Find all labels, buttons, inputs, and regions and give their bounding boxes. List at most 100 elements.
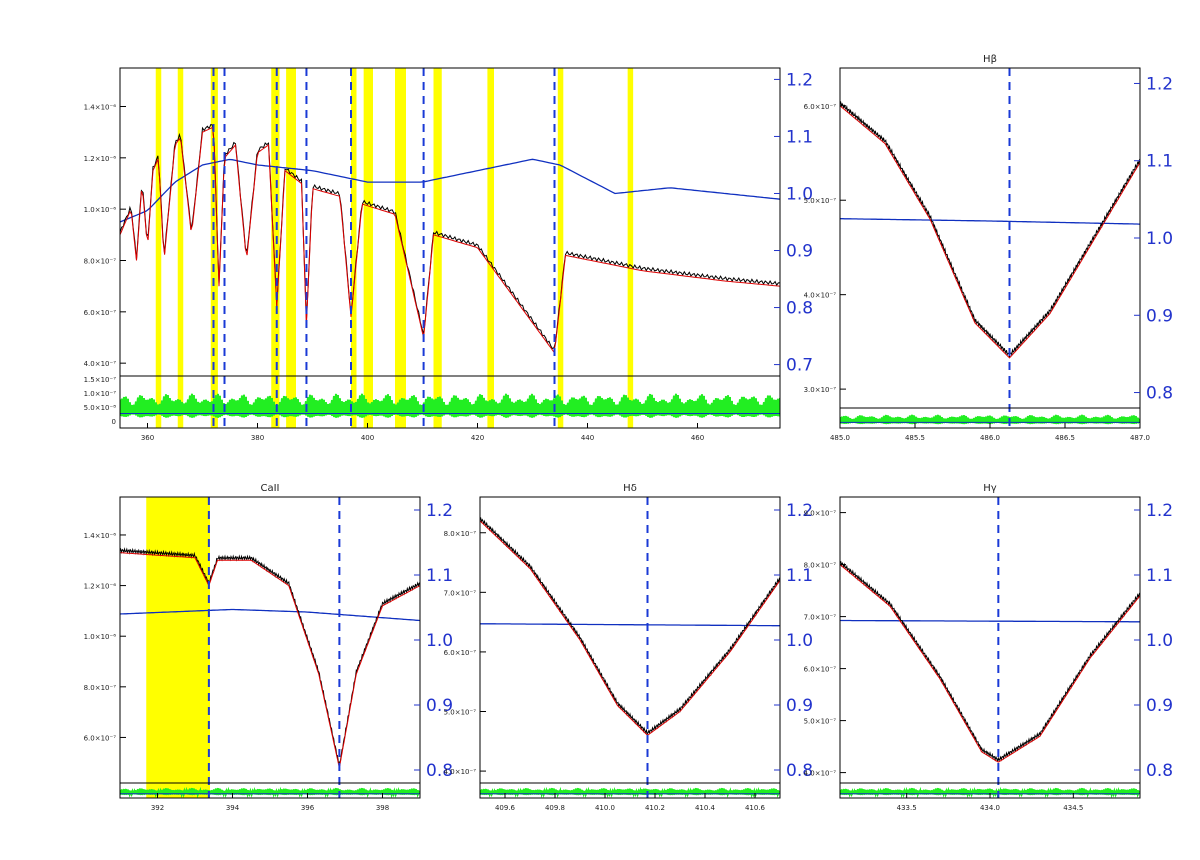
right-tick-label: 0.8 <box>1146 384 1173 404</box>
model-spectrum <box>480 520 780 736</box>
right-tick-label: 1.0 <box>786 631 813 651</box>
x-tick-label: 460 <box>691 434 704 442</box>
y-tick-label: 7.0×10⁻⁷ <box>444 589 477 597</box>
plot-area <box>120 497 420 798</box>
observed-spectrum <box>840 560 1140 763</box>
model-spectrum <box>840 564 1140 763</box>
y-tick-label: 5.0×10⁻⁷ <box>804 718 837 726</box>
mask-band <box>286 68 296 428</box>
continuum-curve <box>480 623 780 627</box>
y-tick-label: 6.0×10⁻⁷ <box>804 103 837 111</box>
panel-hbeta: 485.0 485.5 486.0 486.5 487.0 3.0×10⁻⁷ 4.0×10⁻… <box>804 54 1173 442</box>
residual-noise <box>120 393 780 418</box>
plot-area <box>840 497 1140 798</box>
right-tick-label: 1.0 <box>786 184 813 204</box>
plot-frame <box>839 496 1141 784</box>
x-tick-label: 440 <box>581 434 594 442</box>
right-tick-label: 0.8 <box>1146 761 1173 781</box>
continuum-curve <box>120 158 780 223</box>
y-tick-label: 4.0×10⁻⁷ <box>444 768 477 776</box>
observed-spectrum <box>480 517 780 736</box>
x-tick-label: 434.0 <box>980 804 1000 812</box>
model-spectrum <box>120 126 780 354</box>
right-tick-label: 0.9 <box>1146 696 1173 716</box>
x-tick-label: 433.5 <box>897 804 917 812</box>
continuum-curve <box>840 619 1140 623</box>
y-tick-label: 1.0×10⁻⁶ <box>84 206 117 214</box>
x-tick-label: 485.5 <box>905 434 925 442</box>
y-tick-label: 7.0×10⁻⁷ <box>804 614 837 622</box>
y-tick-label: 4.0×10⁻⁷ <box>804 770 837 778</box>
panel-title: Hγ <box>983 483 997 494</box>
plot-frame <box>119 67 781 377</box>
right-tick-label: 1.2 <box>1146 501 1173 521</box>
right-tick-label: 1.2 <box>786 70 813 90</box>
residual-frame <box>119 782 421 799</box>
mask-band <box>271 68 280 428</box>
mask-band <box>210 68 218 428</box>
x-tick-label: 420 <box>471 434 484 442</box>
y-tick-label: 8.0×10⁻⁷ <box>84 684 117 692</box>
y-tick-label: 1.4×10⁻⁶ <box>84 532 117 540</box>
x-tick-label: 485.0 <box>830 434 850 442</box>
x-tick-label: 398 <box>376 804 389 812</box>
y-tick-label: 6.0×10⁻⁷ <box>444 649 477 657</box>
residual-frame <box>479 782 781 799</box>
x-tick-label: 434.5 <box>1063 804 1083 812</box>
panel-title: Hδ <box>623 483 637 494</box>
right-tick-label: 0.8 <box>786 299 813 319</box>
x-tick-label: 409.8 <box>545 804 565 812</box>
x-tick-label: 410.2 <box>645 804 665 812</box>
x-tick-label: 486.5 <box>1055 434 1075 442</box>
y-tick-label: 3.0×10⁻⁷ <box>804 386 837 394</box>
plot-area <box>480 497 780 798</box>
mask-band <box>627 68 634 428</box>
observed-spectrum <box>120 547 420 766</box>
residual-frame <box>119 375 781 429</box>
y-tick-label: 5.0×10⁻⁷ <box>444 709 477 717</box>
y-tick-label: 6.0×10⁻⁷ <box>84 734 117 742</box>
x-tick-label: 396 <box>301 804 315 812</box>
x-tick-label: 392 <box>151 804 164 812</box>
mask-band <box>351 68 357 428</box>
panel-hgamma: 433.5 434.0 434.5 4.0×10⁻⁷ 5.0×10⁻⁷ 6.0×10⁻⁷ 7… <box>804 483 1173 812</box>
right-tick-label: 1.2 <box>786 501 813 521</box>
y-tick-label: 1.4×10⁻⁶ <box>84 104 117 112</box>
mask-band <box>363 68 373 428</box>
right-tick-label: 0.7 <box>786 356 813 376</box>
x-tick-label: 400 <box>361 434 374 442</box>
right-tick-label: 0.9 <box>426 696 453 716</box>
x-tick-label: 394 <box>226 804 240 812</box>
y-tick-label: 6.0×10⁻⁷ <box>804 666 837 674</box>
residual-tick-label: 0 <box>112 418 116 426</box>
model-spectrum <box>840 105 1140 359</box>
plot-area <box>840 68 1140 428</box>
mask-band <box>146 497 210 798</box>
y-tick-label: 5.0×10⁻⁷ <box>804 197 837 205</box>
right-tick-label: 1.1 <box>426 566 453 586</box>
right-tick-label: 0.9 <box>786 242 813 262</box>
y-tick-label: 8.0×10⁻⁷ <box>804 562 837 570</box>
plot-frame <box>479 496 781 784</box>
panel-hdelta: 409.6 409.8 410.0 410.2 410.4 410.6 4.0×10⁻⁷ 5.… <box>444 483 813 812</box>
right-tick-label: 0.9 <box>1146 306 1173 326</box>
observed-spectrum <box>120 123 780 350</box>
x-tick-label: 360 <box>141 434 154 442</box>
residual-tick-label: 5.0×10⁻⁸ <box>84 404 117 412</box>
continuum-curve <box>120 608 420 622</box>
panel-caii: 392 394 396 398 6.0×10⁻⁷ 8.0×10⁻⁷ 1.0×10⁻⁶ 1.2×… <box>84 483 453 812</box>
residual-tick-label: 1.0×10⁻⁷ <box>84 390 117 398</box>
model-spectrum <box>120 552 420 767</box>
y-tick-label: 9.0×10⁻⁷ <box>804 510 837 518</box>
right-tick-label: 1.2 <box>1146 74 1173 94</box>
y-tick-label: 8.0×10⁻⁷ <box>84 258 117 266</box>
y-tick-label: 1.0×10⁻⁶ <box>84 633 117 641</box>
continuum-curve <box>840 218 1140 225</box>
mask-band <box>155 68 162 428</box>
y-tick-label: 8.0×10⁻⁷ <box>444 530 477 538</box>
x-tick-label: 486.0 <box>980 434 1000 442</box>
right-tick-label: 1.0 <box>426 631 453 651</box>
right-tick-label: 0.8 <box>786 761 813 781</box>
observed-spectrum <box>840 101 1140 358</box>
